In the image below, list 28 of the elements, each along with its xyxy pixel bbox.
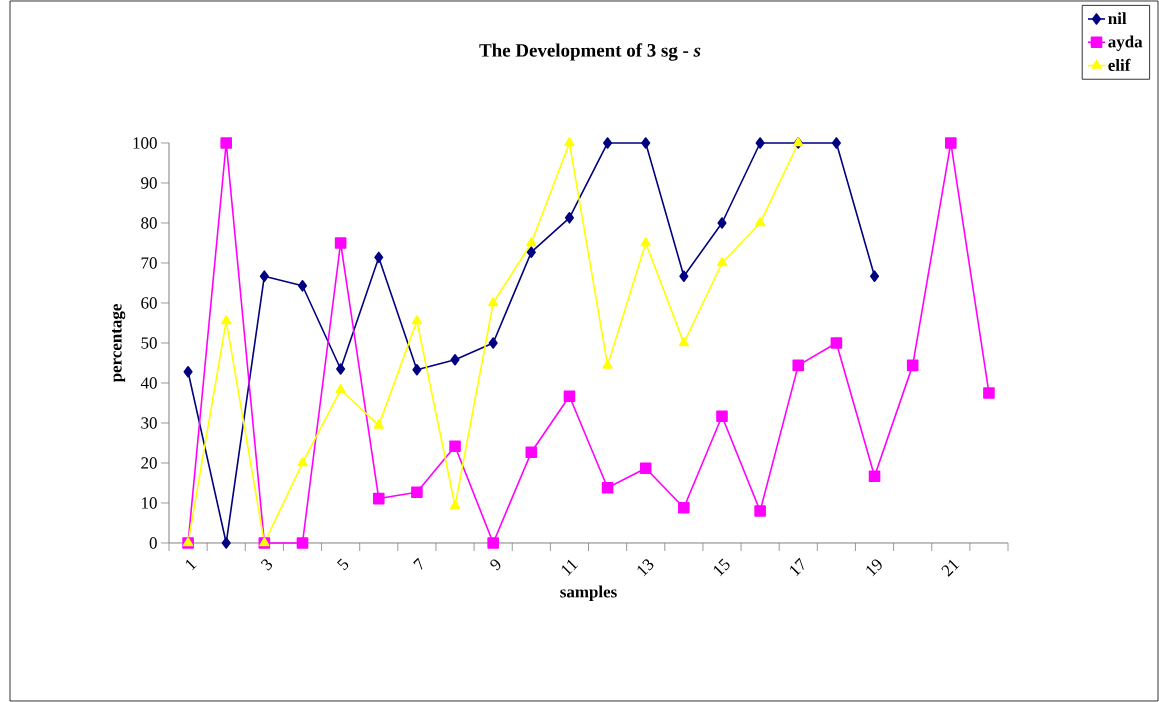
x-tick-label: 3 bbox=[260, 559, 273, 571]
x-tick-label: 7 bbox=[413, 557, 423, 570]
x-tick-label: 17 bbox=[790, 557, 804, 577]
y-tick-label: 60 bbox=[141, 297, 157, 309]
y-tick-label: 20 bbox=[141, 457, 157, 469]
y-tick-label: 10 bbox=[142, 497, 157, 509]
chart-title: The Development of 3 sg - s bbox=[479, 43, 701, 61]
legend-label: elif bbox=[1108, 58, 1131, 71]
x-tick-label: 1 bbox=[185, 559, 197, 571]
x-tick-label: 9 bbox=[490, 559, 501, 571]
x-tick-label: 15 bbox=[713, 558, 730, 577]
y-tick-label: 0 bbox=[149, 537, 157, 549]
y-tick-label: 100 bbox=[133, 137, 157, 149]
x-tick-label: 21 bbox=[941, 559, 960, 577]
y-tick-label: 90 bbox=[141, 177, 157, 189]
y-tick-label: 30 bbox=[141, 417, 157, 429]
x-axis-title: samples bbox=[560, 585, 617, 601]
legend-label: ayda bbox=[1108, 35, 1143, 52]
y-tick-label: 50 bbox=[141, 337, 157, 349]
y-tick-label: 80 bbox=[141, 217, 157, 229]
x-tick-label: 11 bbox=[561, 559, 579, 576]
x-tick-label: 5 bbox=[337, 558, 349, 571]
legend-label: nil bbox=[1108, 12, 1127, 25]
y-tick-label: 70 bbox=[141, 257, 157, 269]
x-tick-label: 19 bbox=[866, 559, 882, 577]
x-tick-label: 13 bbox=[637, 559, 654, 577]
y-tick-label: 40 bbox=[140, 377, 157, 389]
y-axis-title: percentage bbox=[111, 304, 126, 383]
